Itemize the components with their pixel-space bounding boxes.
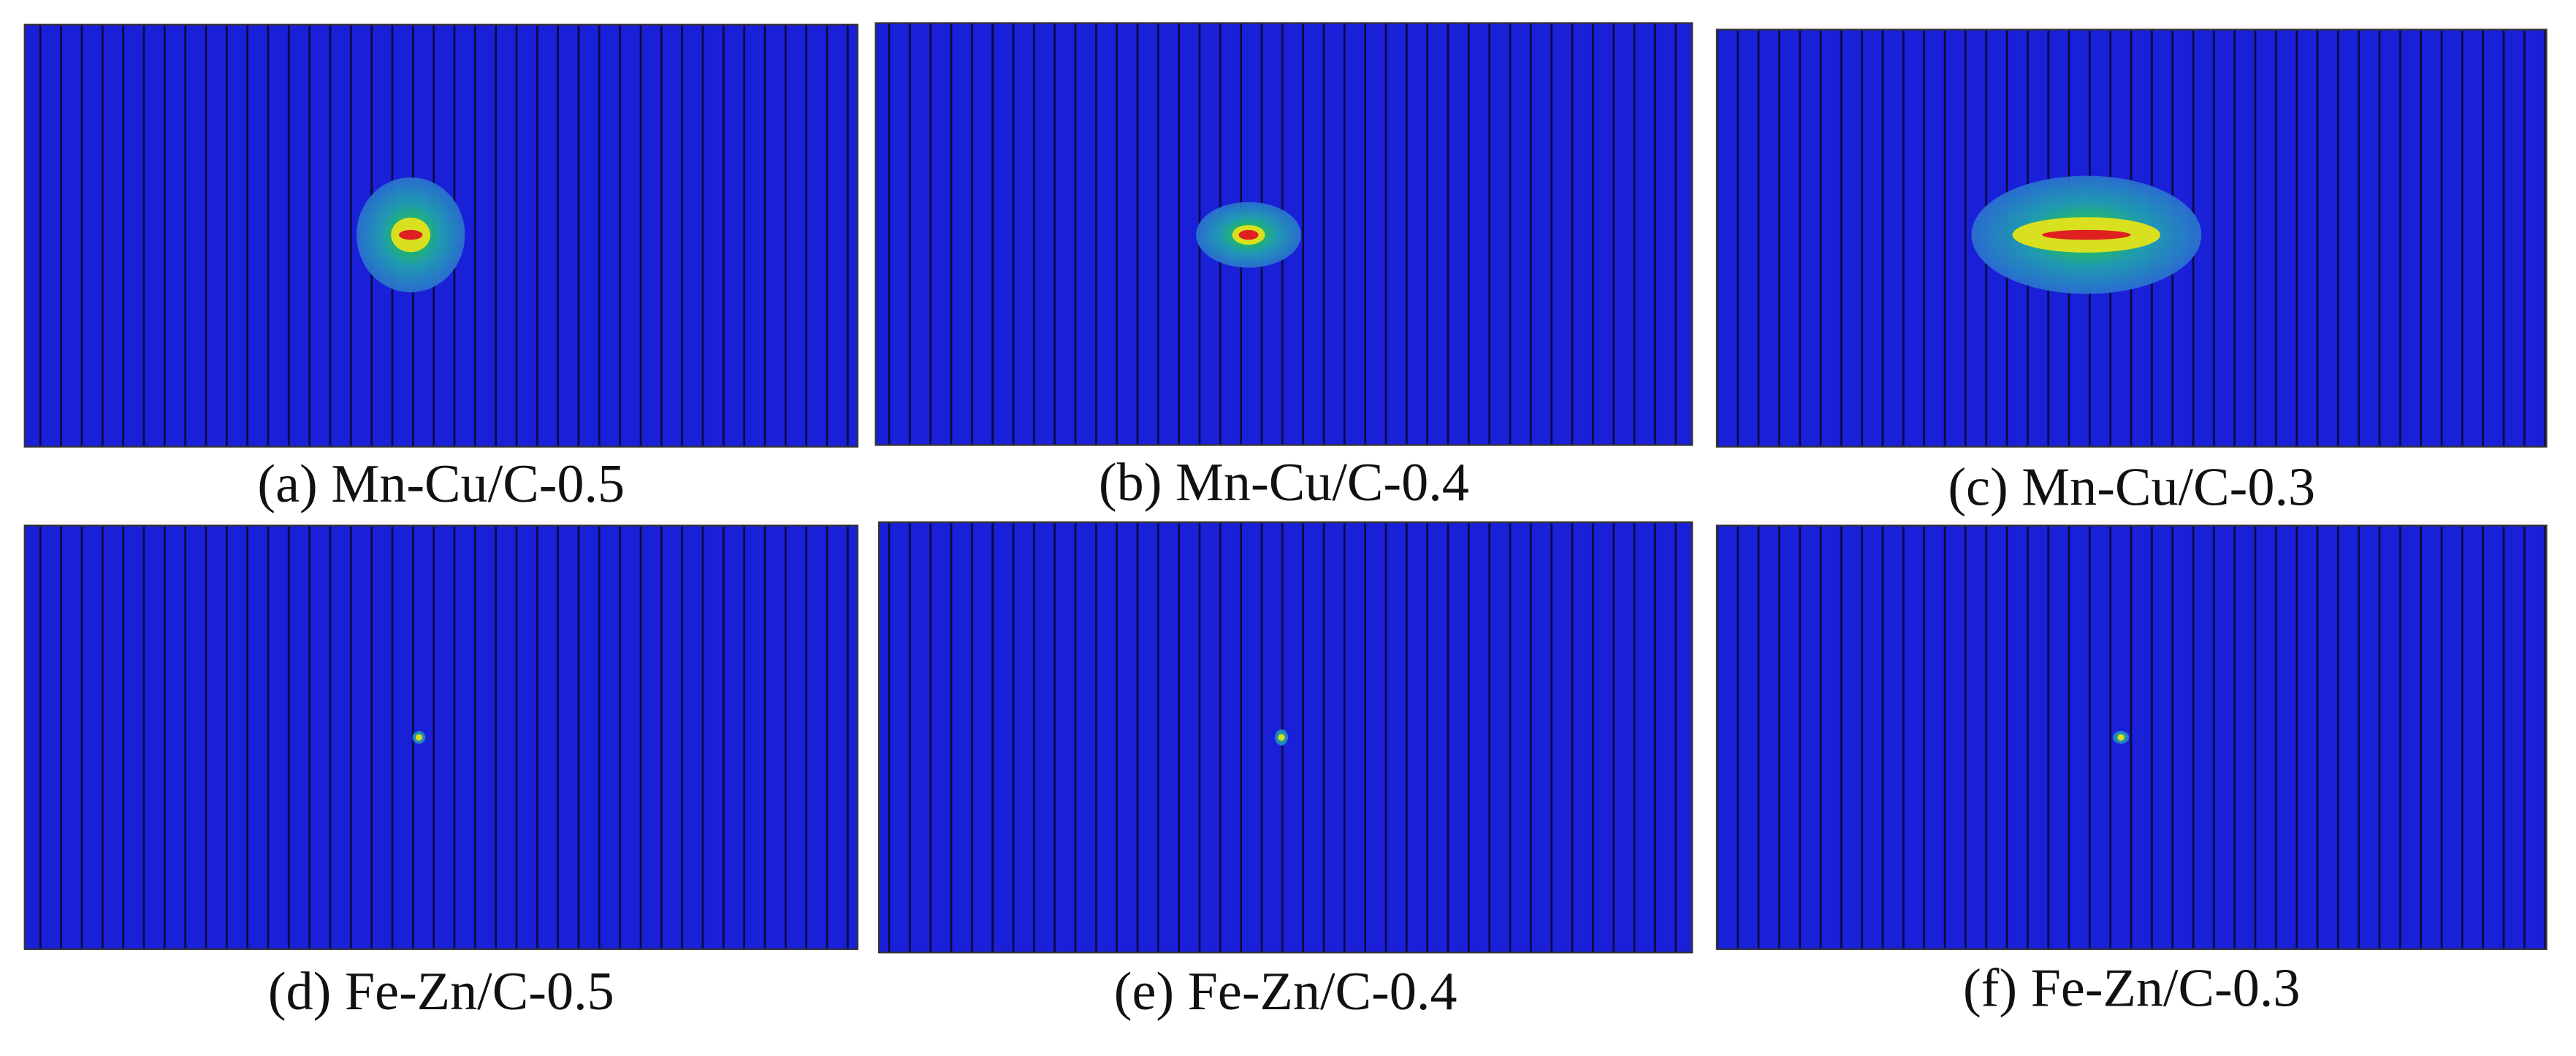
stress-peak [2042,229,2131,240]
panel-caption: (f) Fe-Zn/C-0.3 [1963,959,2300,1019]
stress-core [415,734,422,741]
panel-caption: (b) Mn-Cu/C-0.4 [1099,453,1469,513]
panel-caption: (a) Mn-Cu/C-0.5 [257,454,625,514]
panel-caption: (d) Fe-Zn/C-0.5 [268,962,614,1022]
stress-core [1278,734,1285,741]
simulation-panel [23,524,858,950]
panel-caption: (c) Mn-Cu/C-0.3 [1948,458,2315,518]
stress-core [2117,734,2125,741]
panel-caption: (e) Fe-Zn/C-0.4 [1114,962,1457,1022]
panels: (a) Mn-Cu/C-0.5 (b) Mn-Cu/C-0.4 (c) Mn-Cu/… [23,22,2548,1022]
stress-peak [1238,229,1259,240]
stress-peak [398,229,423,240]
simulation-panel [1715,524,2548,950]
